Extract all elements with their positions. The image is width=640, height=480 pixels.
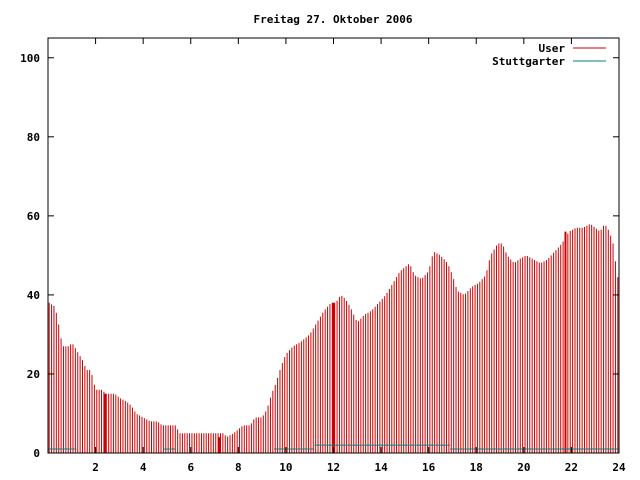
legend-label-user: User [539,42,566,55]
y-tick-label: 40 [27,289,40,302]
x-tick-label: 2 [92,461,99,474]
x-tick-label: 14 [374,461,388,474]
x-tick-label: 16 [422,461,436,474]
x-tick-label: 24 [612,461,626,474]
x-tick-label: 22 [565,461,578,474]
x-axis: 2 4 6 8 10 12 14 16 18 20 22 24 [92,38,626,474]
x-tick-label: 20 [517,461,530,474]
y-tick-label: 20 [27,368,40,381]
x-tick-label: 10 [279,461,292,474]
y-tick-label: 60 [27,210,40,223]
x-tick-label: 8 [235,461,242,474]
y-tick-label: 100 [20,52,40,65]
x-tick-label: 12 [327,461,340,474]
x-tick-label: 18 [470,461,483,474]
y-tick-label: 80 [27,131,40,144]
x-tick-label: 6 [187,461,194,474]
legend-label-stuttgarter: Stuttgarter [492,55,565,68]
x-tick-label: 4 [140,461,147,474]
chart-title: Freitag 27. Oktober 2006 [254,13,413,26]
bars-layer [48,224,619,453]
legend: User Stuttgarter [492,42,606,68]
y-tick-label: 0 [33,447,40,460]
y-axis: 0 20 40 60 80 100 [20,52,619,460]
stuttgarter-layer [48,444,619,450]
